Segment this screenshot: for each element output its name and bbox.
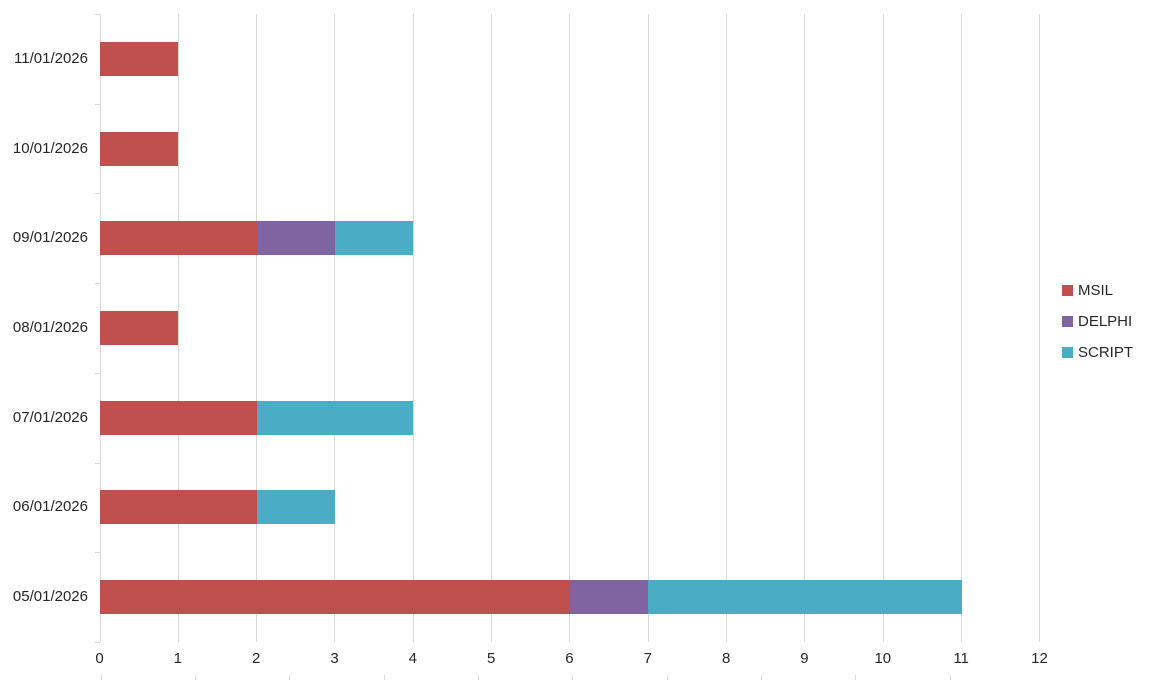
bar-segment-script: [256, 490, 335, 525]
gridline: [412, 14, 414, 642]
x-axis-label: 7: [643, 650, 652, 667]
x-axis-label: 4: [408, 650, 417, 667]
bottom-edge-tick: [666, 675, 668, 680]
bottom-edge-tick: [383, 675, 385, 680]
x-axis-label: 1: [173, 650, 182, 667]
bar-segment-delphi: [569, 580, 649, 615]
legend-swatch-script-icon: [1062, 346, 1073, 358]
legend-label-msil: MSIL: [1078, 281, 1114, 299]
x-axis-label: 11: [953, 650, 969, 667]
legend: MSIL DELPHI SCRIPT: [1062, 279, 1133, 363]
x-axis-label: 2: [251, 650, 261, 667]
gridline: [882, 14, 884, 642]
x-axis-label: 9: [800, 650, 809, 667]
bottom-edge-tick: [949, 675, 951, 680]
gridline: [177, 14, 179, 642]
bar-segment-msil: [100, 580, 570, 615]
bottom-edge-tick: [100, 675, 102, 680]
bottom-edge-tick: [572, 675, 574, 680]
bottom-edge-tick: [477, 675, 479, 680]
x-axis-label: 5: [486, 650, 496, 667]
legend-item-delphi: DELPHI: [1062, 310, 1133, 332]
legend-label-delphi: DELPHI: [1078, 312, 1133, 330]
x-axis-label: 10: [874, 650, 892, 667]
gridline: [961, 14, 963, 642]
legend-swatch-msil-icon: [1062, 284, 1073, 296]
gridline: [1039, 14, 1041, 642]
legend-item-script: SCRIPT: [1062, 341, 1133, 363]
bar-segment-msil: [100, 400, 257, 435]
gridline: [804, 14, 806, 642]
legend-swatch-delphi-icon: [1062, 315, 1073, 327]
y-axis-label: 11/01/2026: [14, 49, 88, 67]
gridline: [569, 14, 571, 642]
bottom-edge-tick: [760, 675, 762, 680]
y-axis-label: 05/01/2026: [12, 588, 88, 606]
y-axis-label: 08/01/2026: [12, 318, 88, 336]
y-axis-tick: [94, 462, 100, 464]
y-axis-tick: [94, 283, 100, 285]
y-axis-tick: [94, 193, 100, 195]
bar-segment-msil: [100, 41, 179, 76]
x-axis-label: 12: [1031, 650, 1048, 667]
y-axis-label: 10/01/2026: [12, 139, 88, 157]
y-axis-label: 06/01/2026: [12, 498, 88, 516]
y-axis-label: 07/01/2026: [12, 408, 88, 426]
bottom-edge-tick: [194, 675, 196, 680]
gridline: [726, 14, 728, 642]
legend-item-msil: MSIL: [1062, 279, 1133, 301]
bar-segment-msil: [100, 310, 179, 345]
bar-segment-msil: [100, 131, 179, 166]
x-axis-label: 8: [721, 650, 731, 667]
legend-label-script: SCRIPT: [1078, 343, 1134, 361]
bar-segment-msil: [100, 221, 257, 256]
y-axis-tick: [94, 103, 100, 105]
bottom-edge-tick: [855, 675, 857, 680]
gridline: [256, 14, 258, 642]
bar-segment-script: [334, 221, 414, 256]
x-axis-label: 6: [565, 650, 574, 667]
y-axis-tick: [94, 372, 100, 374]
bar-segment-delphi: [256, 221, 335, 256]
y-axis-tick: [94, 641, 100, 643]
gridline: [334, 14, 336, 642]
y-axis-tick: [94, 552, 100, 554]
gridline: [491, 14, 493, 642]
x-axis-label: 0: [95, 650, 104, 667]
y-axis-label: 09/01/2026: [12, 229, 88, 247]
gridline: [647, 14, 649, 642]
bar-segment-script: [648, 580, 962, 615]
x-axis-label: 3: [330, 650, 339, 667]
bar-segment-msil: [100, 490, 257, 525]
bar-segment-script: [256, 400, 414, 435]
y-axis-tick: [94, 14, 100, 15]
bottom-edge-tick: [289, 675, 291, 680]
